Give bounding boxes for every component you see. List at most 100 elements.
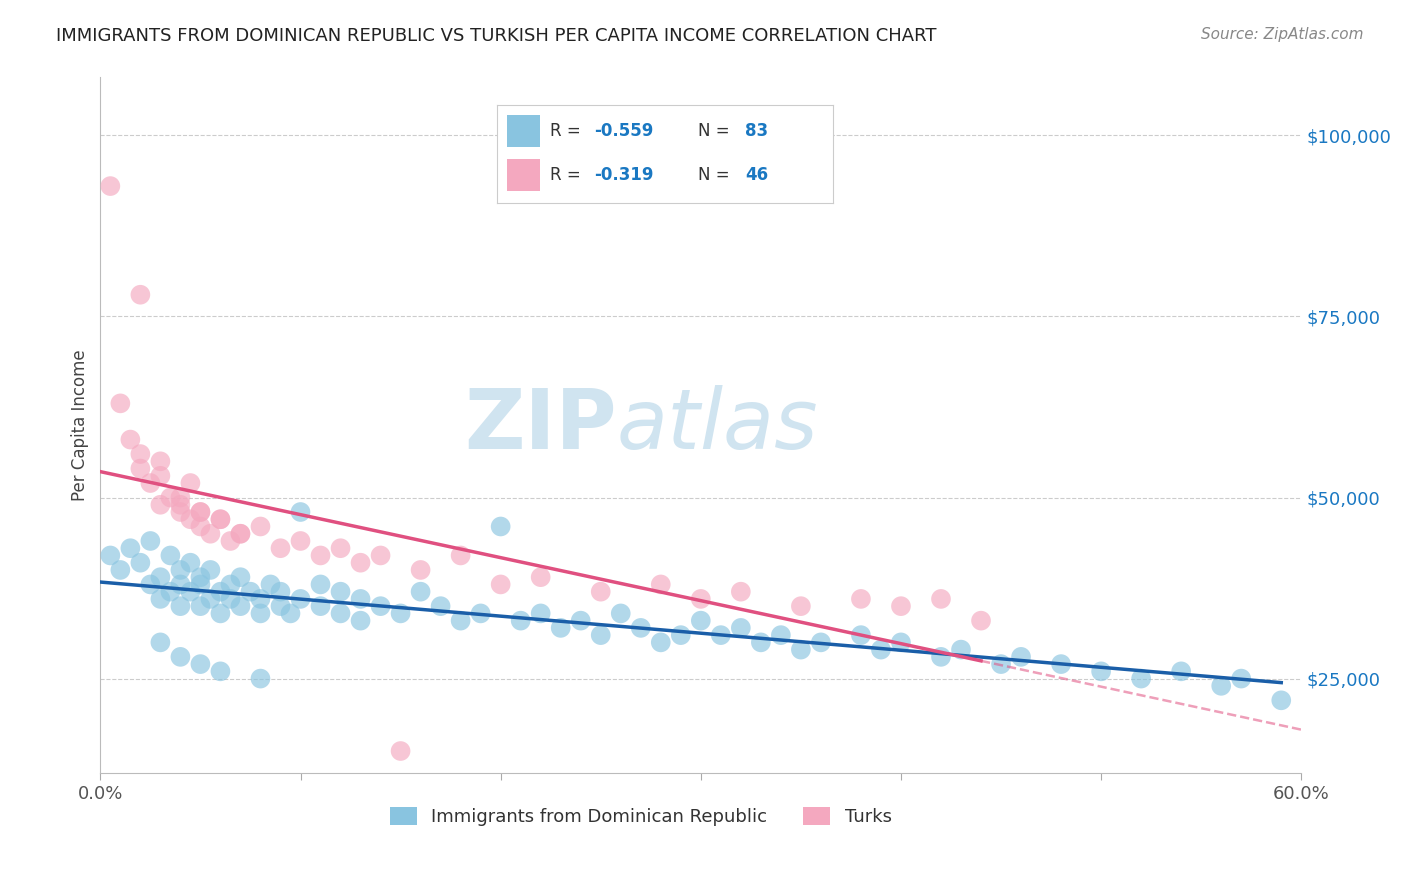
Point (1270, 693, 1292, 707)
Point (530, 570, 553, 584)
Point (249, 607, 271, 621)
Point (409, 584, 432, 599)
Point (169, 599, 191, 614)
Point (950, 642, 973, 657)
Point (129, 461, 152, 475)
Point (200, 591, 222, 606)
Point (259, 577, 281, 591)
Point (159, 549, 181, 563)
Point (349, 556, 371, 570)
Text: ZIP: ZIP (464, 384, 617, 466)
Point (1010, 649, 1032, 664)
Point (149, 570, 172, 584)
Point (190, 505, 212, 519)
Text: Source: ZipAtlas.com: Source: ZipAtlas.com (1201, 27, 1364, 42)
Point (269, 541, 291, 556)
Point (149, 591, 172, 606)
Point (349, 591, 371, 606)
Point (169, 649, 191, 664)
Point (209, 607, 232, 621)
Point (229, 526, 252, 541)
Point (120, 541, 142, 556)
Point (650, 635, 672, 649)
Point (229, 570, 252, 584)
Point (190, 577, 212, 591)
Point (769, 628, 792, 642)
Point (290, 505, 312, 519)
Point (139, 476, 162, 491)
Point (219, 577, 242, 591)
Point (139, 533, 162, 548)
Point (200, 563, 222, 577)
Point (1130, 672, 1153, 686)
Point (169, 563, 191, 577)
Point (249, 672, 271, 686)
Point (98, 179, 121, 194)
Point (120, 433, 142, 447)
Legend: Immigrants from Dominican Republic, Turks: Immigrants from Dominican Republic, Turk… (382, 799, 898, 833)
Point (209, 665, 232, 679)
Point (219, 591, 242, 606)
Point (249, 591, 271, 606)
Point (929, 649, 952, 664)
Point (349, 614, 371, 628)
Point (179, 556, 201, 570)
Point (509, 614, 531, 628)
Point (190, 519, 212, 533)
Point (110, 396, 132, 410)
Point (179, 476, 201, 491)
Point (890, 635, 912, 649)
Point (589, 628, 612, 642)
Point (329, 607, 352, 621)
Point (209, 512, 232, 526)
Point (290, 591, 312, 606)
Point (689, 614, 711, 628)
Point (169, 491, 191, 505)
Point (1170, 665, 1192, 679)
Point (929, 591, 952, 606)
Point (450, 549, 472, 563)
Point (550, 621, 572, 635)
Point (1230, 672, 1253, 686)
Point (870, 642, 893, 657)
Point (849, 628, 872, 642)
Point (129, 287, 152, 301)
Point (190, 570, 212, 584)
Point (630, 621, 652, 635)
Point (229, 599, 252, 614)
Point (269, 599, 291, 614)
Point (169, 577, 191, 591)
Point (209, 512, 232, 526)
Point (470, 607, 492, 621)
Point (370, 549, 392, 563)
Point (169, 498, 191, 512)
Point (190, 599, 212, 614)
Point (329, 584, 352, 599)
Point (689, 591, 711, 606)
Point (1090, 665, 1112, 679)
Point (309, 577, 332, 591)
Point (149, 498, 172, 512)
Point (489, 577, 512, 591)
Point (110, 563, 132, 577)
Point (139, 577, 162, 591)
Point (159, 584, 181, 599)
Y-axis label: Per Capita Income: Per Capita Income (72, 350, 89, 501)
Point (730, 621, 752, 635)
Point (129, 556, 152, 570)
Point (730, 584, 752, 599)
Point (810, 635, 832, 649)
Text: atlas: atlas (617, 384, 818, 466)
Point (309, 549, 332, 563)
Point (650, 577, 672, 591)
Point (589, 584, 612, 599)
Point (429, 599, 451, 614)
Point (129, 447, 152, 461)
Point (710, 628, 733, 642)
Point (890, 599, 912, 614)
Point (609, 607, 631, 621)
Point (389, 607, 412, 621)
Point (749, 635, 772, 649)
Point (159, 491, 181, 505)
Point (209, 584, 232, 599)
